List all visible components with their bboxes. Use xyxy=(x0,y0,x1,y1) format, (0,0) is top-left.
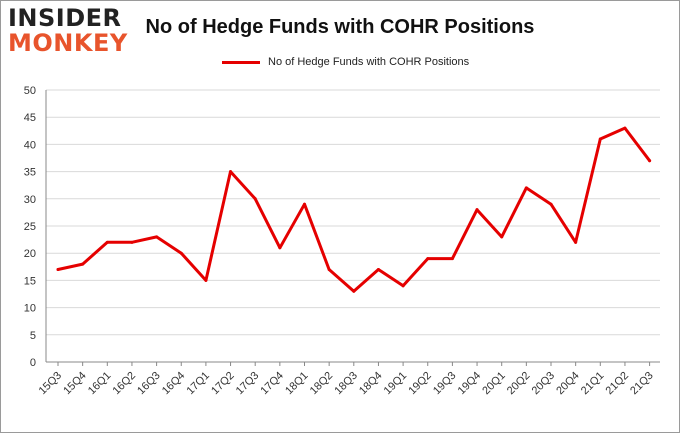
x-axis: 15Q315Q416Q116Q216Q316Q417Q117Q217Q317Q4… xyxy=(37,361,660,398)
chart-title: No of Hedge Funds with COHR Positions xyxy=(145,16,535,38)
logo-line-2: MONKEY xyxy=(8,29,128,57)
legend-label: No of Hedge Funds with COHR Positions xyxy=(268,56,470,68)
data-point xyxy=(598,137,602,141)
data-point xyxy=(500,235,504,239)
x-tick-label: 20Q3 xyxy=(530,370,558,398)
y-tick-label: 10 xyxy=(24,303,36,315)
data-point xyxy=(623,126,627,130)
logo-line-1: INSIDER xyxy=(8,4,122,32)
x-tick-label: 17Q3 xyxy=(234,370,262,398)
data-point xyxy=(648,159,652,163)
x-tick-label: 19Q2 xyxy=(406,370,434,398)
data-point xyxy=(204,278,208,282)
insider-monkey-logo: INSIDER MONKEY xyxy=(8,4,128,57)
data-point xyxy=(155,235,159,239)
x-tick-label: 21Q1 xyxy=(579,370,607,398)
y-tick-label: 50 xyxy=(24,85,36,97)
x-tick-label: 18Q4 xyxy=(357,370,385,398)
x-tick-label: 17Q1 xyxy=(184,370,212,398)
data-point xyxy=(105,240,109,244)
y-tick-label: 45 xyxy=(24,112,36,124)
legend-swatch xyxy=(222,60,260,64)
x-tick-label: 19Q1 xyxy=(382,370,410,398)
y-tick-label: 30 xyxy=(24,194,36,206)
data-point xyxy=(574,240,578,244)
x-tick-label: 17Q4 xyxy=(258,370,286,398)
x-tick-label: 18Q2 xyxy=(308,370,336,398)
data-point xyxy=(475,208,479,212)
gridlines xyxy=(46,89,660,336)
data-point xyxy=(278,246,282,250)
x-tick-label: 20Q2 xyxy=(505,370,533,398)
x-tick-label: 19Q3 xyxy=(431,370,459,398)
y-tick-label: 40 xyxy=(24,139,36,151)
y-axis: 0 5 10 15 20 25 30 35 40 45 50 xyxy=(24,85,47,369)
x-tick-label: 17Q2 xyxy=(209,370,237,398)
data-point xyxy=(253,197,257,201)
data-point xyxy=(524,186,528,190)
data-point xyxy=(130,240,134,244)
x-tick-label: 19Q4 xyxy=(456,370,484,398)
data-point xyxy=(376,268,380,272)
data-point xyxy=(81,262,85,266)
data-point xyxy=(352,289,356,293)
x-tick-label: 18Q1 xyxy=(283,370,311,398)
legend: No of Hedge Funds with COHR Positions xyxy=(222,55,469,69)
series-line xyxy=(56,126,652,293)
x-tick-label: 16Q3 xyxy=(135,370,163,398)
y-tick-label: 5 xyxy=(30,330,36,342)
data-point xyxy=(327,268,331,272)
x-tick-label: 18Q3 xyxy=(332,370,360,398)
x-tick-label: 21Q2 xyxy=(604,370,632,398)
x-tick-label: 20Q4 xyxy=(554,370,582,398)
y-tick-label: 15 xyxy=(24,275,36,287)
data-point xyxy=(303,202,306,206)
y-tick-label: 20 xyxy=(24,248,36,260)
data-point xyxy=(549,202,553,206)
y-tick-label: 25 xyxy=(24,221,36,233)
x-tick-label: 16Q1 xyxy=(86,370,114,398)
data-point xyxy=(426,257,430,261)
y-tick-label: 35 xyxy=(24,167,36,179)
x-tick-label: 15Q3 xyxy=(37,370,65,398)
x-tick-label: 16Q4 xyxy=(160,370,188,398)
data-point xyxy=(401,284,405,288)
x-tick-label: 20Q1 xyxy=(480,370,508,398)
data-point xyxy=(56,268,60,272)
x-tick-label: 16Q2 xyxy=(111,370,139,398)
y-tick-label: 0 xyxy=(30,357,36,369)
x-tick-label: 21Q3 xyxy=(628,370,656,398)
data-point xyxy=(450,257,454,261)
data-point xyxy=(179,251,183,255)
x-tick-label: 15Q4 xyxy=(61,370,89,398)
series-layer xyxy=(56,126,652,293)
data-point xyxy=(229,170,233,174)
